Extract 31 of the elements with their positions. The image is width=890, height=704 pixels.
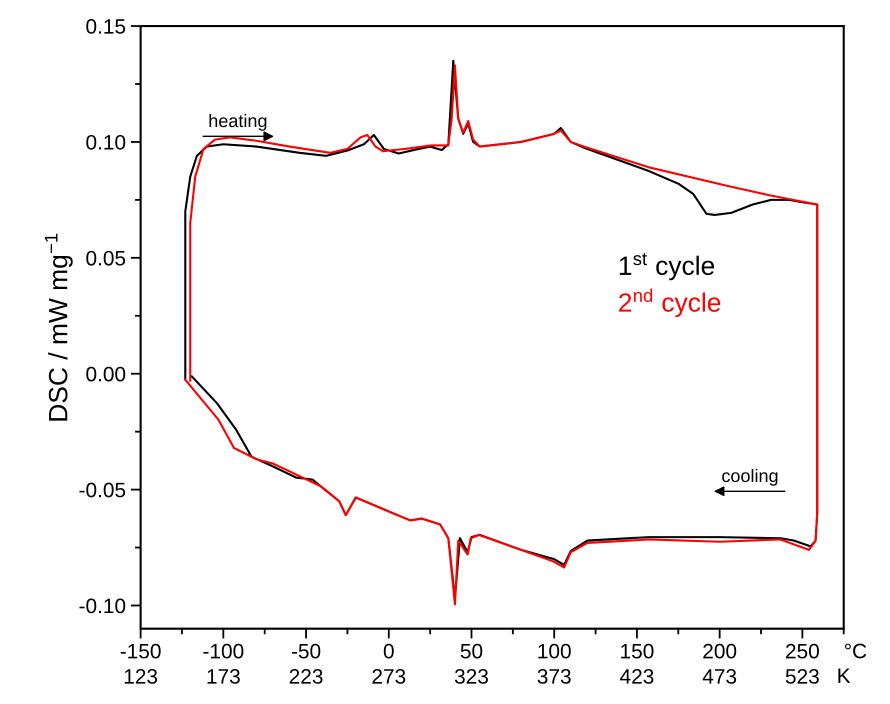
x2-tick-label: 423 [620,669,654,684]
x-tick-label: -150 [120,644,161,659]
y-tick-label: 0.05 [86,250,126,266]
x-tick-label: 250 [786,644,819,659]
y-tick-label: -0.05 [79,482,126,498]
x-tick-label: -50 [292,644,320,659]
x-tick-label: -100 [203,644,244,659]
x2-tick-label: 373 [538,669,571,684]
y-tick-label: -0.10 [79,598,126,614]
x-axis-title: °C [844,644,866,658]
x-tick-label: 200 [703,644,736,659]
x-tick-label: 0 [384,644,394,659]
x2-tick-label: 123 [124,669,158,684]
series-label: 1$^{st}$ cycle [620,253,714,280]
text: 2$^{nd}$ cycle [619,288,720,318]
x2-tick-label: 323 [454,669,488,684]
y-tick-label: 0.00 [86,366,126,382]
x-tick-label: 100 [538,644,571,659]
x2-tick-label: 173 [208,669,240,684]
y-axis-title: DSC / mW mg$^{−1}$ [44,234,73,421]
x2-tick-label: 223 [290,669,323,684]
x2-tick-label: 273 [372,669,406,684]
x2-tick-label: 523 [786,669,819,684]
x2-tick-label: 473 [702,669,736,684]
y-tick-label: 0.10 [86,134,126,150]
annotation: heating [210,114,266,131]
x-tick-label: 150 [621,644,654,659]
y-tick-label: 0.15 [86,19,126,34]
annotation: cooling [722,468,778,486]
x-tick-label: 50 [460,644,482,659]
x2-axis-title: K [838,668,850,683]
